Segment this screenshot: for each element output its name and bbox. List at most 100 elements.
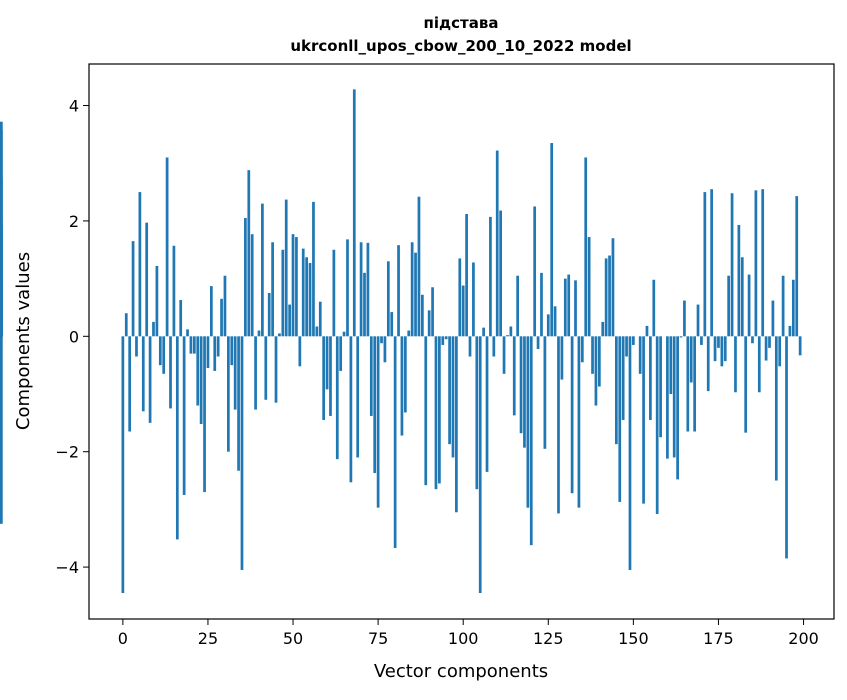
bar: [458, 258, 462, 337]
bar: [189, 336, 193, 354]
bar: [666, 336, 669, 459]
bar: [281, 249, 285, 337]
bar: [455, 336, 458, 513]
bar: [764, 336, 768, 361]
bar: [213, 336, 217, 371]
y-tick-label: 4: [69, 97, 79, 116]
bar: [223, 275, 227, 337]
bar: [730, 193, 734, 337]
bar: [346, 239, 349, 337]
bar: [557, 336, 560, 514]
bar: [482, 327, 485, 337]
bar: [774, 336, 778, 481]
bar: [305, 257, 308, 337]
bar: [696, 304, 700, 337]
x-tick-label: 25: [198, 629, 218, 648]
bar: [230, 336, 234, 366]
chart-title: підстава: [424, 14, 499, 32]
bar: [781, 275, 785, 337]
bar: [172, 245, 176, 337]
bar: [441, 336, 445, 345]
bar: [649, 336, 652, 420]
bar: [325, 336, 329, 390]
y-axis-label: Components values: [13, 252, 34, 430]
bar: [424, 336, 428, 486]
bar: [502, 336, 506, 374]
bar: [339, 336, 343, 371]
bar: [165, 157, 169, 337]
bar: [717, 336, 720, 348]
bar: [315, 326, 319, 337]
bar: [659, 336, 662, 438]
bar: [179, 299, 183, 337]
bar: [407, 330, 411, 337]
bar: [472, 262, 475, 337]
bar: [645, 325, 649, 337]
bar: [254, 336, 257, 410]
chart-subtitle: ukrconll_upos_cbow_200_10_2022 model: [290, 37, 631, 55]
bar: [155, 265, 159, 337]
bar: [257, 330, 261, 337]
y-tick-label: −4: [55, 558, 79, 577]
bar: [152, 321, 155, 337]
bar: [135, 336, 138, 357]
bar: [363, 272, 366, 337]
bar: [250, 234, 254, 337]
bar: [632, 336, 635, 345]
bar: [713, 336, 717, 362]
bar: [199, 336, 203, 424]
axes: 0 25 50 75 100 125 150 175 200 −4 −2 0 2 4: [55, 97, 818, 648]
bar: [465, 214, 468, 337]
bar: [512, 336, 516, 416]
bar: [298, 336, 302, 367]
y-tick-label: 2: [69, 212, 79, 231]
bar: [386, 261, 390, 337]
x-tick-label: 200: [788, 629, 819, 648]
bar: [567, 274, 571, 337]
bar: [686, 336, 690, 432]
bar: [267, 293, 271, 337]
bar: [577, 336, 581, 508]
bar: [274, 336, 278, 403]
bar: [519, 336, 523, 434]
bar: [734, 336, 737, 393]
bar: [431, 287, 434, 337]
bar: [489, 216, 492, 337]
bar: [751, 336, 754, 344]
bar: [380, 336, 383, 344]
bar: [359, 242, 363, 337]
bar: [308, 263, 312, 337]
bar: [203, 336, 206, 493]
bar: [597, 336, 601, 387]
bar: [618, 336, 622, 502]
bar: [689, 336, 693, 383]
bar: [560, 336, 564, 380]
bar: [642, 336, 645, 504]
bar: [492, 336, 496, 357]
bar: [390, 312, 394, 337]
bar: [604, 258, 608, 337]
bar: [747, 274, 751, 337]
bar: [284, 199, 288, 337]
bar: [312, 201, 315, 337]
bar: [591, 336, 594, 374]
bar: [757, 336, 761, 393]
bar: [342, 331, 346, 337]
bar: [451, 336, 455, 458]
bar: [614, 336, 618, 445]
bar: [397, 245, 400, 337]
bar: [737, 224, 741, 337]
bar: [332, 249, 336, 337]
bar: [553, 306, 557, 337]
bar: [196, 336, 200, 406]
bar: [233, 336, 237, 410]
bar: [271, 242, 274, 337]
bars: [0, 89, 802, 594]
bar: [791, 279, 795, 337]
bar: [536, 336, 540, 349]
x-tick-label: 150: [618, 629, 649, 648]
bar: [550, 143, 554, 337]
bar: [400, 336, 404, 436]
